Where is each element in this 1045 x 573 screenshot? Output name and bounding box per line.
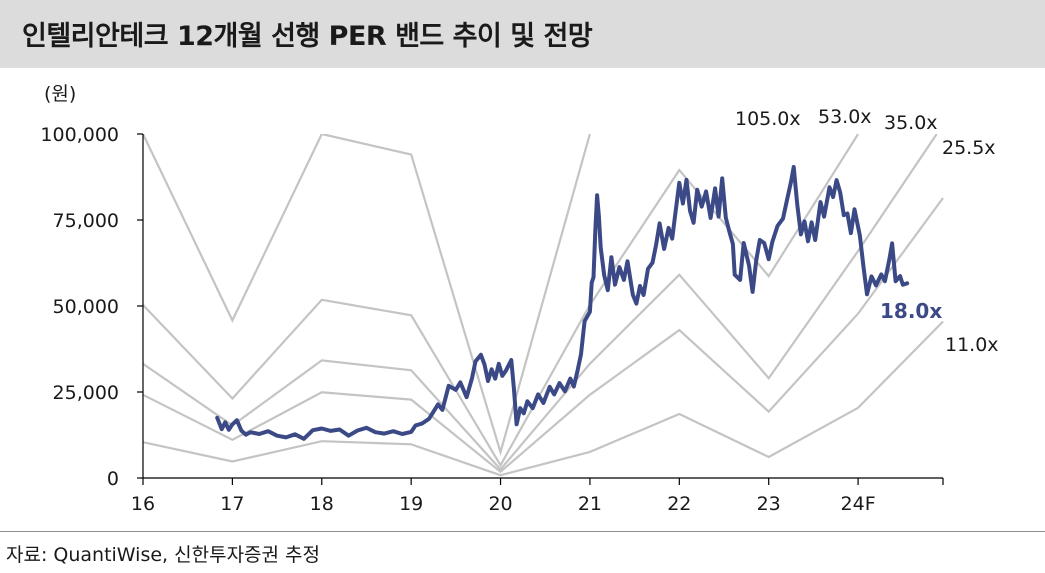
x-tick-label: 21 — [578, 493, 602, 515]
band-label-11-0x: 11.0x — [945, 334, 999, 356]
price-per-label: 18.0x — [880, 299, 942, 323]
y-tick-label: 0 — [107, 468, 119, 490]
band-label-25-5x: 25.5x — [942, 137, 996, 159]
chart-title: 인텔리안테크 12개월 선행 PER 밴드 추이 및 전망 — [22, 21, 593, 52]
band-line-53-0x — [142, 134, 860, 468]
band-line-25-5x — [142, 197, 944, 474]
band-label-53-0x: 53.0x — [818, 106, 872, 128]
x-tick-label: 17 — [220, 493, 244, 515]
band-label-35-0x: 35.0x — [884, 112, 938, 134]
axes: 0 25,000 50,000 75,000 100,000 16 17 18 19 20 21 22… — [40, 124, 944, 515]
x-tick-label: 19 — [399, 493, 423, 515]
x-tick-label: 20 — [488, 493, 512, 515]
y-unit-label: (원) — [44, 83, 76, 105]
price-line — [215, 165, 910, 441]
x-tick-label: 16 — [131, 493, 155, 515]
per-bands — [142, 134, 944, 477]
band-label-105-0x: 105.0x — [735, 108, 801, 130]
price-series — [215, 165, 910, 441]
band-line-35-0x — [142, 134, 938, 472]
source-note: 자료: QuantiWise, 신한투자증권 추정 — [6, 544, 321, 566]
x-tick-label: 22 — [667, 493, 691, 515]
x-tick-label: 23 — [757, 493, 781, 515]
band-line-105-0x — [142, 134, 591, 457]
x-tick-label: 24F — [841, 493, 876, 515]
title-bar: 인텔리안테크 12개월 선행 PER 밴드 추이 및 전망 — [0, 0, 1045, 68]
x-tick-label: 18 — [310, 493, 334, 515]
y-tick-label: 100,000 — [40, 124, 119, 146]
y-tick-label: 50,000 — [53, 296, 119, 318]
source-divider — [0, 531, 1045, 532]
y-tick-label: 25,000 — [53, 382, 119, 404]
y-tick-label: 75,000 — [53, 210, 119, 232]
per-band-chart: (원) 0 25,000 50,000 75,000 100,000 16 17 18 19 20… — [40, 83, 999, 515]
band-line-11-0x — [142, 320, 944, 477]
